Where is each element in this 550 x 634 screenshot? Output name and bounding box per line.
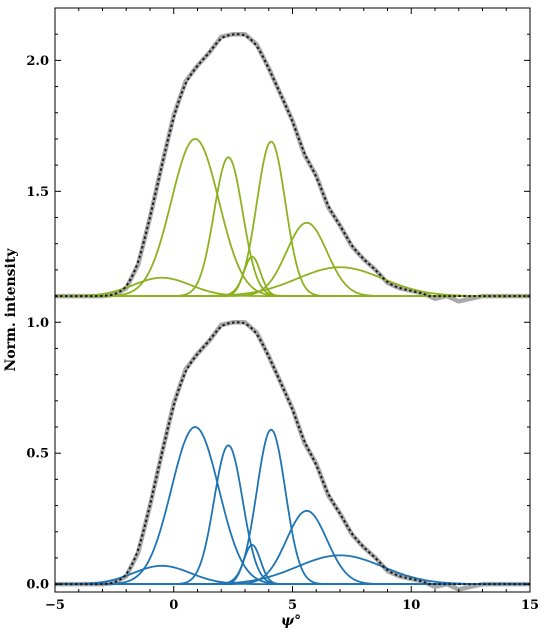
y-tick-label: 0.0 — [26, 578, 49, 593]
lower-fit-line — [55, 321, 530, 586]
tick-labels: −5 0 5 10 15 0.0 0.5 1.0 1.5 2.0 — [26, 54, 539, 613]
y-tick-label: 2.0 — [26, 54, 49, 69]
y-axis-label: Norm. intensity — [3, 248, 19, 372]
lower-component-3 — [55, 444, 530, 586]
axes-frame — [54, 7, 531, 593]
lower-component-5 — [55, 428, 530, 586]
upper-component-3 — [55, 156, 530, 297]
x-axis-label: ψ° — [281, 613, 301, 629]
plot-area — [54, 31, 530, 592]
lower-measured-line — [55, 320, 530, 592]
upper-component-7 — [55, 266, 530, 297]
x-tick-label: 5 — [288, 598, 297, 613]
upper-measured-line — [55, 31, 530, 304]
y-tick-label: 1.5 — [26, 185, 49, 200]
x-tick-label: 15 — [521, 598, 539, 613]
upper-fit-line — [55, 33, 530, 298]
upper-component-2 — [55, 138, 530, 297]
x-tick-label: 10 — [402, 598, 420, 613]
y-tick-label: 0.5 — [26, 447, 49, 462]
lower-component-7 — [55, 554, 530, 586]
upper-component-5 — [55, 140, 530, 297]
x-tick-label: −5 — [45, 598, 65, 613]
x-tick-label: 0 — [169, 598, 178, 613]
lower-component-2 — [55, 426, 530, 586]
y-tick-label: 1.0 — [26, 316, 49, 331]
